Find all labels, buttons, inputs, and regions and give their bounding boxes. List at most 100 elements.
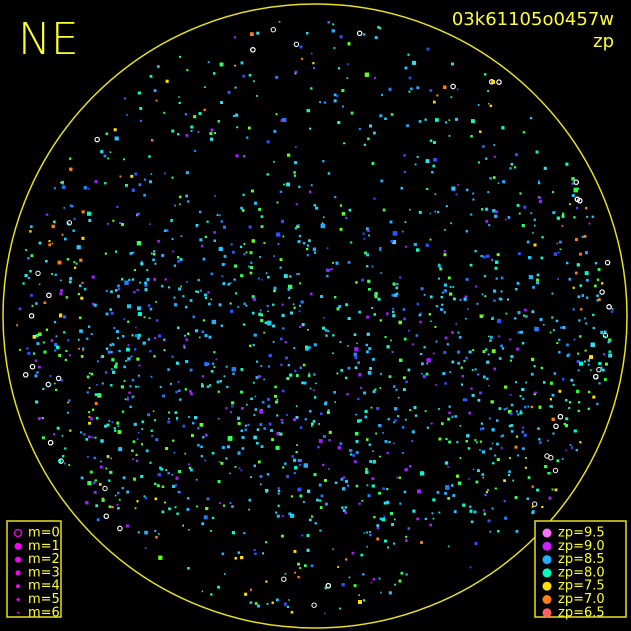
star <box>227 283 230 286</box>
star <box>229 502 232 504</box>
star <box>272 324 275 328</box>
star <box>111 358 115 362</box>
star <box>204 433 208 437</box>
star <box>382 431 384 434</box>
star <box>434 210 437 213</box>
star <box>185 338 188 341</box>
star <box>369 124 372 128</box>
star <box>304 564 307 567</box>
star <box>105 347 109 350</box>
star <box>150 375 153 378</box>
star <box>337 121 341 125</box>
star <box>455 322 457 325</box>
star <box>426 426 429 429</box>
star <box>309 387 312 390</box>
star <box>403 154 406 157</box>
star <box>419 312 422 316</box>
star <box>465 356 468 360</box>
star <box>30 294 33 297</box>
star <box>519 411 523 415</box>
star <box>277 487 280 490</box>
star <box>38 365 41 369</box>
star <box>337 67 341 70</box>
star <box>206 385 210 388</box>
star <box>117 284 120 288</box>
star <box>487 489 489 491</box>
star <box>239 245 243 248</box>
star <box>482 145 485 148</box>
star <box>221 552 225 555</box>
star <box>137 312 142 316</box>
star <box>19 348 22 351</box>
star <box>376 524 380 527</box>
star <box>354 356 358 360</box>
star <box>185 134 189 137</box>
star <box>394 407 398 411</box>
star <box>105 312 109 316</box>
star <box>183 344 186 347</box>
star <box>311 425 313 427</box>
star <box>27 257 30 260</box>
star <box>157 473 161 477</box>
star <box>324 479 327 482</box>
star <box>366 531 368 534</box>
star <box>147 338 151 341</box>
star <box>73 266 77 269</box>
star <box>566 261 569 265</box>
star <box>163 111 166 114</box>
star <box>341 89 345 92</box>
star <box>57 260 62 265</box>
star <box>258 460 261 464</box>
star <box>67 222 70 225</box>
star <box>265 489 269 492</box>
star <box>347 261 351 264</box>
star <box>516 204 520 207</box>
star <box>586 278 589 282</box>
star <box>202 257 206 261</box>
star <box>88 387 91 389</box>
star <box>375 432 377 435</box>
star <box>265 272 268 275</box>
star <box>515 288 518 291</box>
star <box>146 278 150 281</box>
star <box>451 360 455 364</box>
star <box>592 395 596 399</box>
star <box>94 393 98 396</box>
star <box>526 497 530 500</box>
legend-label: zp=9.0 <box>558 539 605 554</box>
star <box>190 468 193 472</box>
star <box>502 180 506 184</box>
star <box>298 487 302 491</box>
star <box>276 201 279 204</box>
star <box>114 365 118 369</box>
star <box>319 101 321 103</box>
star <box>139 119 142 122</box>
star <box>553 252 557 256</box>
star <box>566 354 569 357</box>
star <box>350 241 353 244</box>
star <box>129 385 132 388</box>
star <box>553 372 556 375</box>
star <box>42 341 45 344</box>
star <box>234 86 237 89</box>
star <box>175 476 179 480</box>
star <box>336 307 340 311</box>
star <box>418 210 422 214</box>
star <box>407 53 410 56</box>
star <box>561 458 564 460</box>
star <box>487 353 490 356</box>
star <box>468 411 472 415</box>
star <box>210 137 214 141</box>
star <box>538 180 540 183</box>
star <box>570 446 574 449</box>
star <box>459 425 462 427</box>
star <box>510 424 514 427</box>
star <box>86 337 89 340</box>
star <box>223 255 227 258</box>
star <box>48 240 51 243</box>
star <box>355 413 357 416</box>
star <box>45 328 48 331</box>
star <box>220 220 224 223</box>
star <box>435 340 438 343</box>
star <box>539 318 543 321</box>
